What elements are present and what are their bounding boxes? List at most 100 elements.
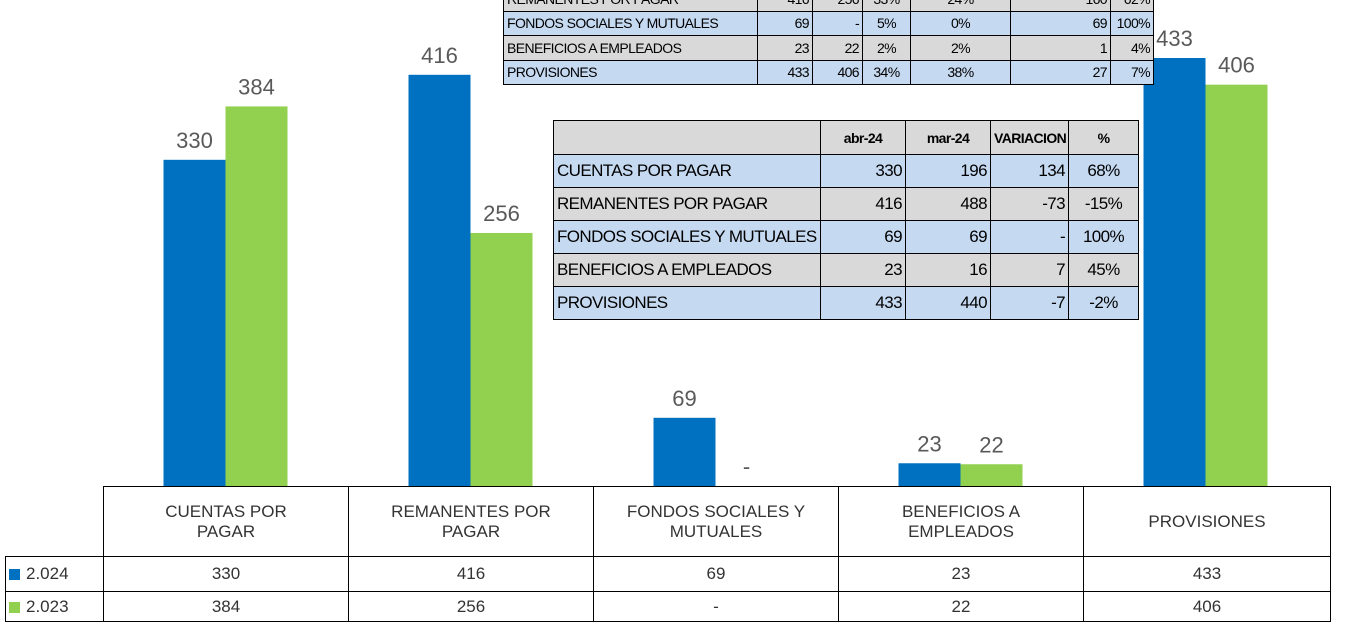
table-cell: 33% <box>862 0 911 12</box>
bar <box>470 232 533 486</box>
table-row: REMANENTES POR PAGAR41625633%24%16062% <box>503 0 1154 12</box>
table-cell: 488 <box>905 187 991 221</box>
category-label: PROVISIONES <box>1083 486 1331 557</box>
data-label: 433 <box>1156 26 1193 51</box>
bar <box>1205 84 1268 486</box>
table-value: 256 <box>348 591 594 622</box>
table-cell: -2% <box>1068 286 1139 320</box>
data-label: 256 <box>483 201 520 226</box>
summary-table: REMANENTES POR PAGAR41625633%24%16062%FO… <box>503 0 1154 85</box>
bar <box>1143 58 1206 486</box>
table-cell: - <box>990 220 1069 254</box>
table-cell: 7% <box>1110 59 1154 85</box>
table-row: FONDOS SOCIALES Y MUTUALES 69 69-100% <box>553 220 1139 254</box>
table-cell: 5% <box>862 10 911 36</box>
table-cell: 100% <box>1068 220 1139 254</box>
header-cell: mar-24 <box>905 120 991 155</box>
table-cell: 38% <box>910 59 1011 85</box>
data-label: 406 <box>1218 53 1255 78</box>
table-cell: -7 <box>990 286 1069 320</box>
blank-cell <box>6 487 104 557</box>
table-cell: 0% <box>910 10 1011 36</box>
table-row: BENEFICIOS A EMPLEADOS 23 16 7 45% <box>553 253 1139 287</box>
table-cell: 62% <box>1110 0 1154 12</box>
header-row: CUENTAS POR PAGAR REMANENTES POR PAGAR FON… <box>6 486 1331 557</box>
table-cell: 160 <box>1010 0 1111 12</box>
table-cell: 22 <box>812 35 863 61</box>
table-cell: 69 <box>820 220 906 254</box>
table-cell: 27 <box>1010 59 1111 85</box>
bar <box>653 417 716 486</box>
table-cell: 7 <box>990 253 1069 287</box>
table-cell: 24% <box>910 0 1011 12</box>
data-label: 416 <box>421 43 458 68</box>
table-row: FONDOS SOCIALES Y MUTUALES 69-5% 0% 69 100% <box>503 10 1154 36</box>
category-label: CUENTAS POR PAGAR <box>103 486 349 557</box>
table-cell: - <box>812 10 863 36</box>
table-cell: REMANENTES POR PAGAR <box>503 0 758 12</box>
table-cell: BENEFICIOS A EMPLEADOS <box>503 35 758 61</box>
legend-entry: 2.023 <box>5 591 104 622</box>
data-table: CUENTAS POR PAGAR REMANENTES POR PAGAR FON… <box>5 486 1331 622</box>
data-label: 384 <box>238 74 275 99</box>
bar <box>225 106 288 487</box>
table-cell: 256 <box>812 0 863 12</box>
table-value: 330 <box>103 556 349 592</box>
table-cell: 68% <box>1068 154 1139 188</box>
table-cell: 406 <box>812 59 863 85</box>
header-row: abr-24 mar-24 VARIACION% <box>553 120 1139 155</box>
table-cell: 2% <box>862 35 911 61</box>
bar <box>960 464 1023 486</box>
category-label: FONDOS SOCIALES Y MUTUALES <box>593 486 839 557</box>
data-label: 69 <box>672 386 696 411</box>
table-row: BENEFICIOS A EMPLEADOS 23 22 2% 2% 1 4% <box>503 35 1154 61</box>
table-value: 384 <box>103 591 349 622</box>
table-cell: 433 <box>757 59 813 85</box>
table-value: 406 <box>1083 591 1331 622</box>
table-row: PROVISIONES 433 406 34% 38% 27 7% <box>503 59 1154 85</box>
header-cell: % <box>1068 120 1139 155</box>
data-label: - <box>743 454 750 479</box>
legend-swatch <box>9 569 20 581</box>
table-cell: 23 <box>757 35 813 61</box>
table-cell: -15% <box>1068 187 1139 221</box>
table-row: REMANENTES POR PAGAR 416 488 -73 -15% <box>553 187 1139 221</box>
table-cell: FONDOS SOCIALES Y MUTUALES <box>503 10 758 36</box>
table-value: 22 <box>838 591 1084 622</box>
table-cell: 69 <box>1010 10 1111 36</box>
legend-entry: 2.024 <box>5 556 104 592</box>
table-cell: 416 <box>820 187 906 221</box>
table-cell: 45% <box>1068 253 1139 287</box>
table-cell: 2% <box>910 35 1011 61</box>
table-cell: 134 <box>990 154 1069 188</box>
table-cell: 330 <box>820 154 906 188</box>
series-row: 2.023 384 256-22 406 <box>5 591 1331 622</box>
data-label: 330 <box>176 128 213 153</box>
table-cell: CUENTAS POR PAGAR <box>553 154 821 188</box>
table-value: 433 <box>1083 556 1331 592</box>
table-row: CUENTAS POR PAGAR 330 196 134 68% <box>553 154 1139 188</box>
data-label: 23 <box>917 431 941 456</box>
bar <box>898 463 961 486</box>
comparison-table: abr-24 mar-24 VARIACION% CUENTAS POR PAGAR 3… <box>553 120 1139 320</box>
bar <box>163 159 226 487</box>
table-cell: 100% <box>1110 10 1154 36</box>
data-label: 22 <box>979 432 1003 457</box>
header-cell: abr-24 <box>820 120 906 155</box>
table-value: - <box>593 591 839 622</box>
category-label: REMANENTES POR PAGAR <box>348 486 594 557</box>
table-cell: BENEFICIOS A EMPLEADOS <box>553 253 821 287</box>
header-cell: VARIACION <box>990 120 1069 155</box>
table-row: PROVISIONES 433 440 -7 -2% <box>553 286 1139 320</box>
table-cell: 69 <box>757 10 813 36</box>
table-cell: 1 <box>1010 35 1111 61</box>
table-cell: 416 <box>757 0 813 12</box>
table-cell: 4% <box>1110 35 1154 61</box>
table-cell: REMANENTES POR PAGAR <box>553 187 821 221</box>
table-cell: PROVISIONES <box>553 286 821 320</box>
table-cell: 196 <box>905 154 991 188</box>
table-value: 416 <box>348 556 594 592</box>
table-value: 69 <box>593 556 839 592</box>
legend-swatch <box>9 601 20 613</box>
